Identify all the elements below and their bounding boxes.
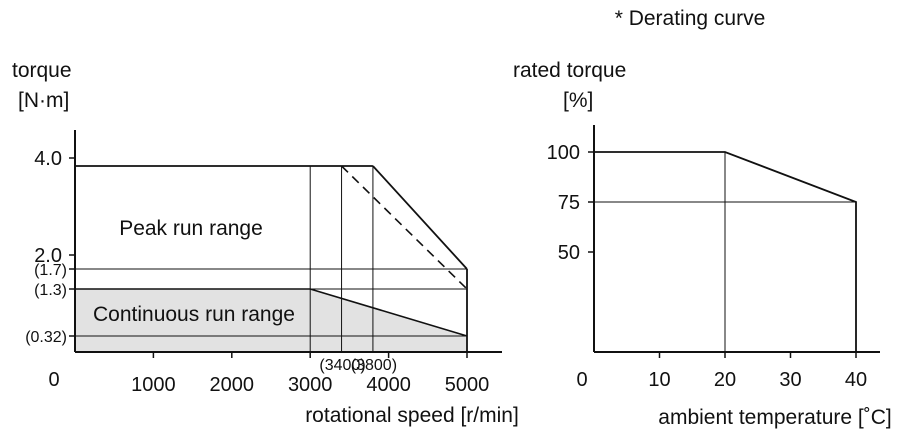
temperature-axis-label: ambient temperature [˚C] bbox=[658, 406, 891, 429]
speed-marker-label: (3400) bbox=[319, 357, 365, 374]
y-tick-label: 75 bbox=[558, 192, 580, 214]
torque-axis-label: torque bbox=[12, 59, 72, 82]
x-tick-label: 20 bbox=[714, 369, 736, 391]
x-tick-label: 10 bbox=[648, 369, 670, 391]
y-tick-label: (1.3) bbox=[34, 282, 67, 299]
x-tick-label: 5000 bbox=[445, 374, 490, 396]
y-tick-label: 2.0 bbox=[34, 245, 62, 267]
peak-boundary-slope bbox=[372, 165, 468, 270]
x-tick-label: 40 bbox=[845, 369, 867, 391]
x-tick-label: 0 bbox=[48, 369, 59, 391]
torque-axis-unit: [N·m] bbox=[18, 89, 69, 112]
derating-note: * Derating curve bbox=[615, 7, 766, 30]
y-tick-label: 4.0 bbox=[34, 148, 62, 170]
x-tick-label: 1000 bbox=[131, 374, 176, 396]
continuous-run-range-label: Continuous run range bbox=[93, 303, 295, 326]
peak-run-range-label: Peak run range bbox=[119, 217, 263, 240]
speed-axis-label: rotational speed [r/min] bbox=[305, 404, 519, 427]
derating-curve bbox=[594, 151, 857, 352]
derating-chart: rated torque [%] ambient temperature [˚C… bbox=[513, 59, 892, 429]
x-tick-label: 2000 bbox=[210, 374, 255, 396]
rated-torque-axis-unit: [%] bbox=[563, 89, 593, 112]
continuous-boundary-slope bbox=[309, 288, 468, 337]
speed-marker-label: (3800) bbox=[351, 357, 397, 374]
x-tick-label: 0 bbox=[576, 369, 587, 391]
y-tick-label: (1.7) bbox=[34, 262, 67, 279]
y-tick-label: 50 bbox=[558, 242, 580, 264]
x-tick-label: 4000 bbox=[366, 374, 411, 396]
torque-speed-chart: torque [N·m] rotational speed [r/min] 4.… bbox=[12, 59, 519, 427]
y-tick-label: 100 bbox=[547, 142, 580, 164]
x-tick-label: 3000 bbox=[288, 374, 333, 396]
x-tick-label: 30 bbox=[779, 369, 801, 391]
y-tick-label: (0.32) bbox=[25, 329, 67, 346]
rated-torque-axis-label: rated torque bbox=[513, 59, 626, 82]
peak-boundary-dashed bbox=[340, 165, 468, 290]
